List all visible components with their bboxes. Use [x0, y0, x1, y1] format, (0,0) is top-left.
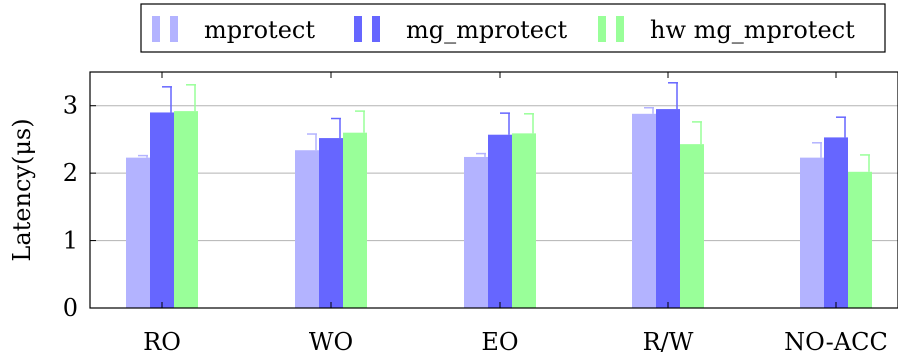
legend-label: hw mg_mprotect [650, 16, 855, 44]
y-tick-label: 2 [63, 159, 78, 187]
legend-swatch [372, 16, 380, 42]
bar [343, 132, 367, 308]
bar [680, 144, 704, 308]
bar [848, 171, 872, 308]
bar [824, 137, 848, 308]
legend-swatch [616, 16, 624, 42]
bar [126, 157, 150, 308]
x-tick-label: EO [481, 328, 518, 356]
legend-swatch [152, 16, 160, 42]
bar [488, 134, 512, 308]
bar [319, 138, 343, 308]
x-tick-label: WO [309, 328, 353, 356]
bar [150, 112, 174, 308]
y-tick-label: 3 [63, 92, 78, 120]
bar [512, 133, 536, 308]
legend-swatch [598, 16, 606, 42]
legend-label: mprotect [204, 16, 315, 44]
bar [464, 156, 488, 308]
y-tick-label: 1 [63, 227, 78, 255]
bar [295, 150, 319, 308]
x-tick-label: RO [143, 328, 181, 356]
bar [174, 111, 198, 308]
bar [800, 157, 824, 308]
y-axis-ticks: 0 1 2 3 [63, 92, 96, 322]
bar [656, 109, 680, 308]
y-axis-label: Latency(μs) [8, 118, 36, 261]
legend-swatch [170, 16, 178, 42]
x-tick-label: NO-ACC [784, 328, 888, 356]
legend: mprotect mg_mprotect hw mg_mprotect [140, 3, 886, 53]
plot-frame [89, 71, 898, 309]
error-bars [138, 82, 870, 172]
bar [632, 113, 656, 308]
y-tick-label: 0 [63, 294, 78, 322]
x-axis-labels: RO WO EO R/W NO-ACC [143, 72, 888, 356]
legend-box [140, 3, 886, 53]
x-tick-label: R/W [643, 328, 694, 356]
bars [126, 109, 872, 308]
legend-label: mg_mprotect [406, 16, 567, 44]
legend-swatch [354, 16, 362, 42]
